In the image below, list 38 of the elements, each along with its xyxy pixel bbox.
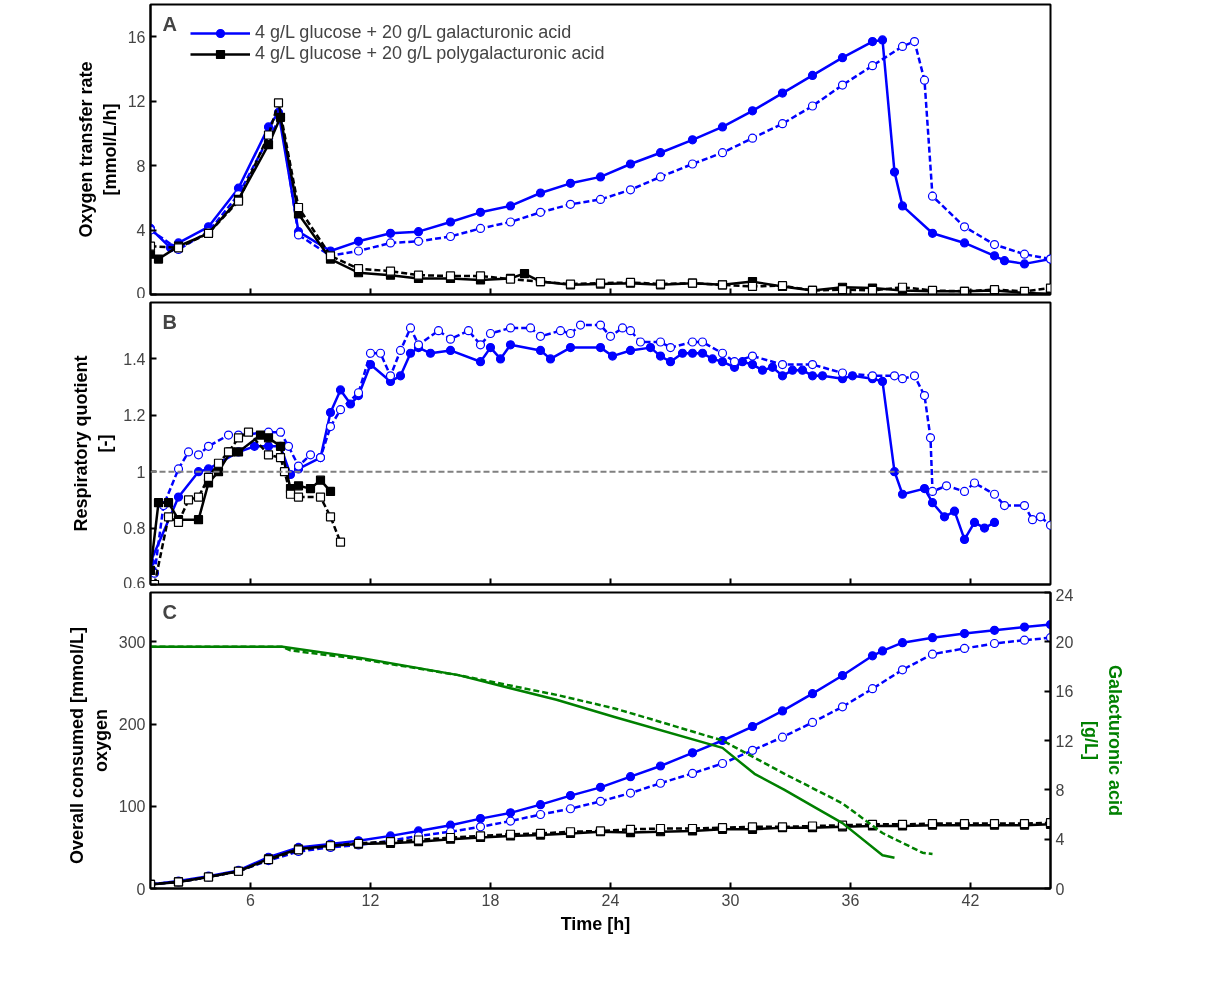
- chart-title: C: [162, 600, 177, 623]
- y2-tick-label: 8: [1055, 781, 1065, 799]
- y-tick-label: 1.2: [123, 407, 146, 425]
- y-tick-label: 0: [136, 880, 146, 898]
- y-axis-title: Overall consumed [mmol/L] oxygen: [66, 626, 111, 865]
- y-tick-label: 200: [118, 716, 146, 734]
- y2-tick-label: 24: [1055, 586, 1074, 604]
- x-tick-label: 6: [246, 891, 256, 909]
- x-tick-label: 30: [721, 891, 740, 909]
- y2-tick-label: 16: [1055, 683, 1074, 701]
- x-tick-label: 24: [601, 891, 620, 909]
- y2-tick-label: 12: [1055, 732, 1074, 750]
- x-tick-label: 36: [841, 891, 860, 909]
- y2-axis-title: Galacturonic acid [g/L]: [1081, 664, 1126, 817]
- y-axis-title: Oxygen transfer rate [mmol/L/h]: [75, 61, 120, 238]
- x-tick-label: 18: [481, 891, 500, 909]
- y2-tick-label: 20: [1055, 633, 1074, 651]
- y-tick-label: 16: [127, 28, 146, 46]
- y-tick-label: 300: [118, 633, 146, 651]
- y-tick-label: 1: [136, 463, 146, 481]
- y-tick-label: 0: [136, 284, 146, 302]
- x-tick-label: 12: [361, 891, 380, 909]
- y-tick-label: 12: [127, 93, 146, 111]
- x-axis-title: Time [h]: [560, 913, 631, 934]
- y-tick-label: 100: [118, 798, 146, 816]
- y-tick-label: 0.8: [123, 520, 146, 538]
- x-tick-label: 42: [961, 891, 980, 909]
- chart-title: B: [162, 310, 177, 333]
- y-tick-label: 1.4: [123, 350, 146, 368]
- y-tick-label: 8: [136, 157, 146, 175]
- legend-label: 4 g/L glucose + 20 g/L galacturonic acid: [255, 22, 572, 43]
- y-tick-label: 0.6: [123, 574, 146, 592]
- y-axis-title: Respiratory quotient [-]: [71, 355, 116, 532]
- y2-tick-label: 4: [1055, 831, 1065, 849]
- chart-title: A: [162, 12, 177, 35]
- y-tick-label: 4: [136, 222, 146, 240]
- y2-tick-label: 0: [1055, 880, 1065, 898]
- legend-label: 4 g/L glucose + 20 g/L polygalacturonic acid: [255, 43, 605, 64]
